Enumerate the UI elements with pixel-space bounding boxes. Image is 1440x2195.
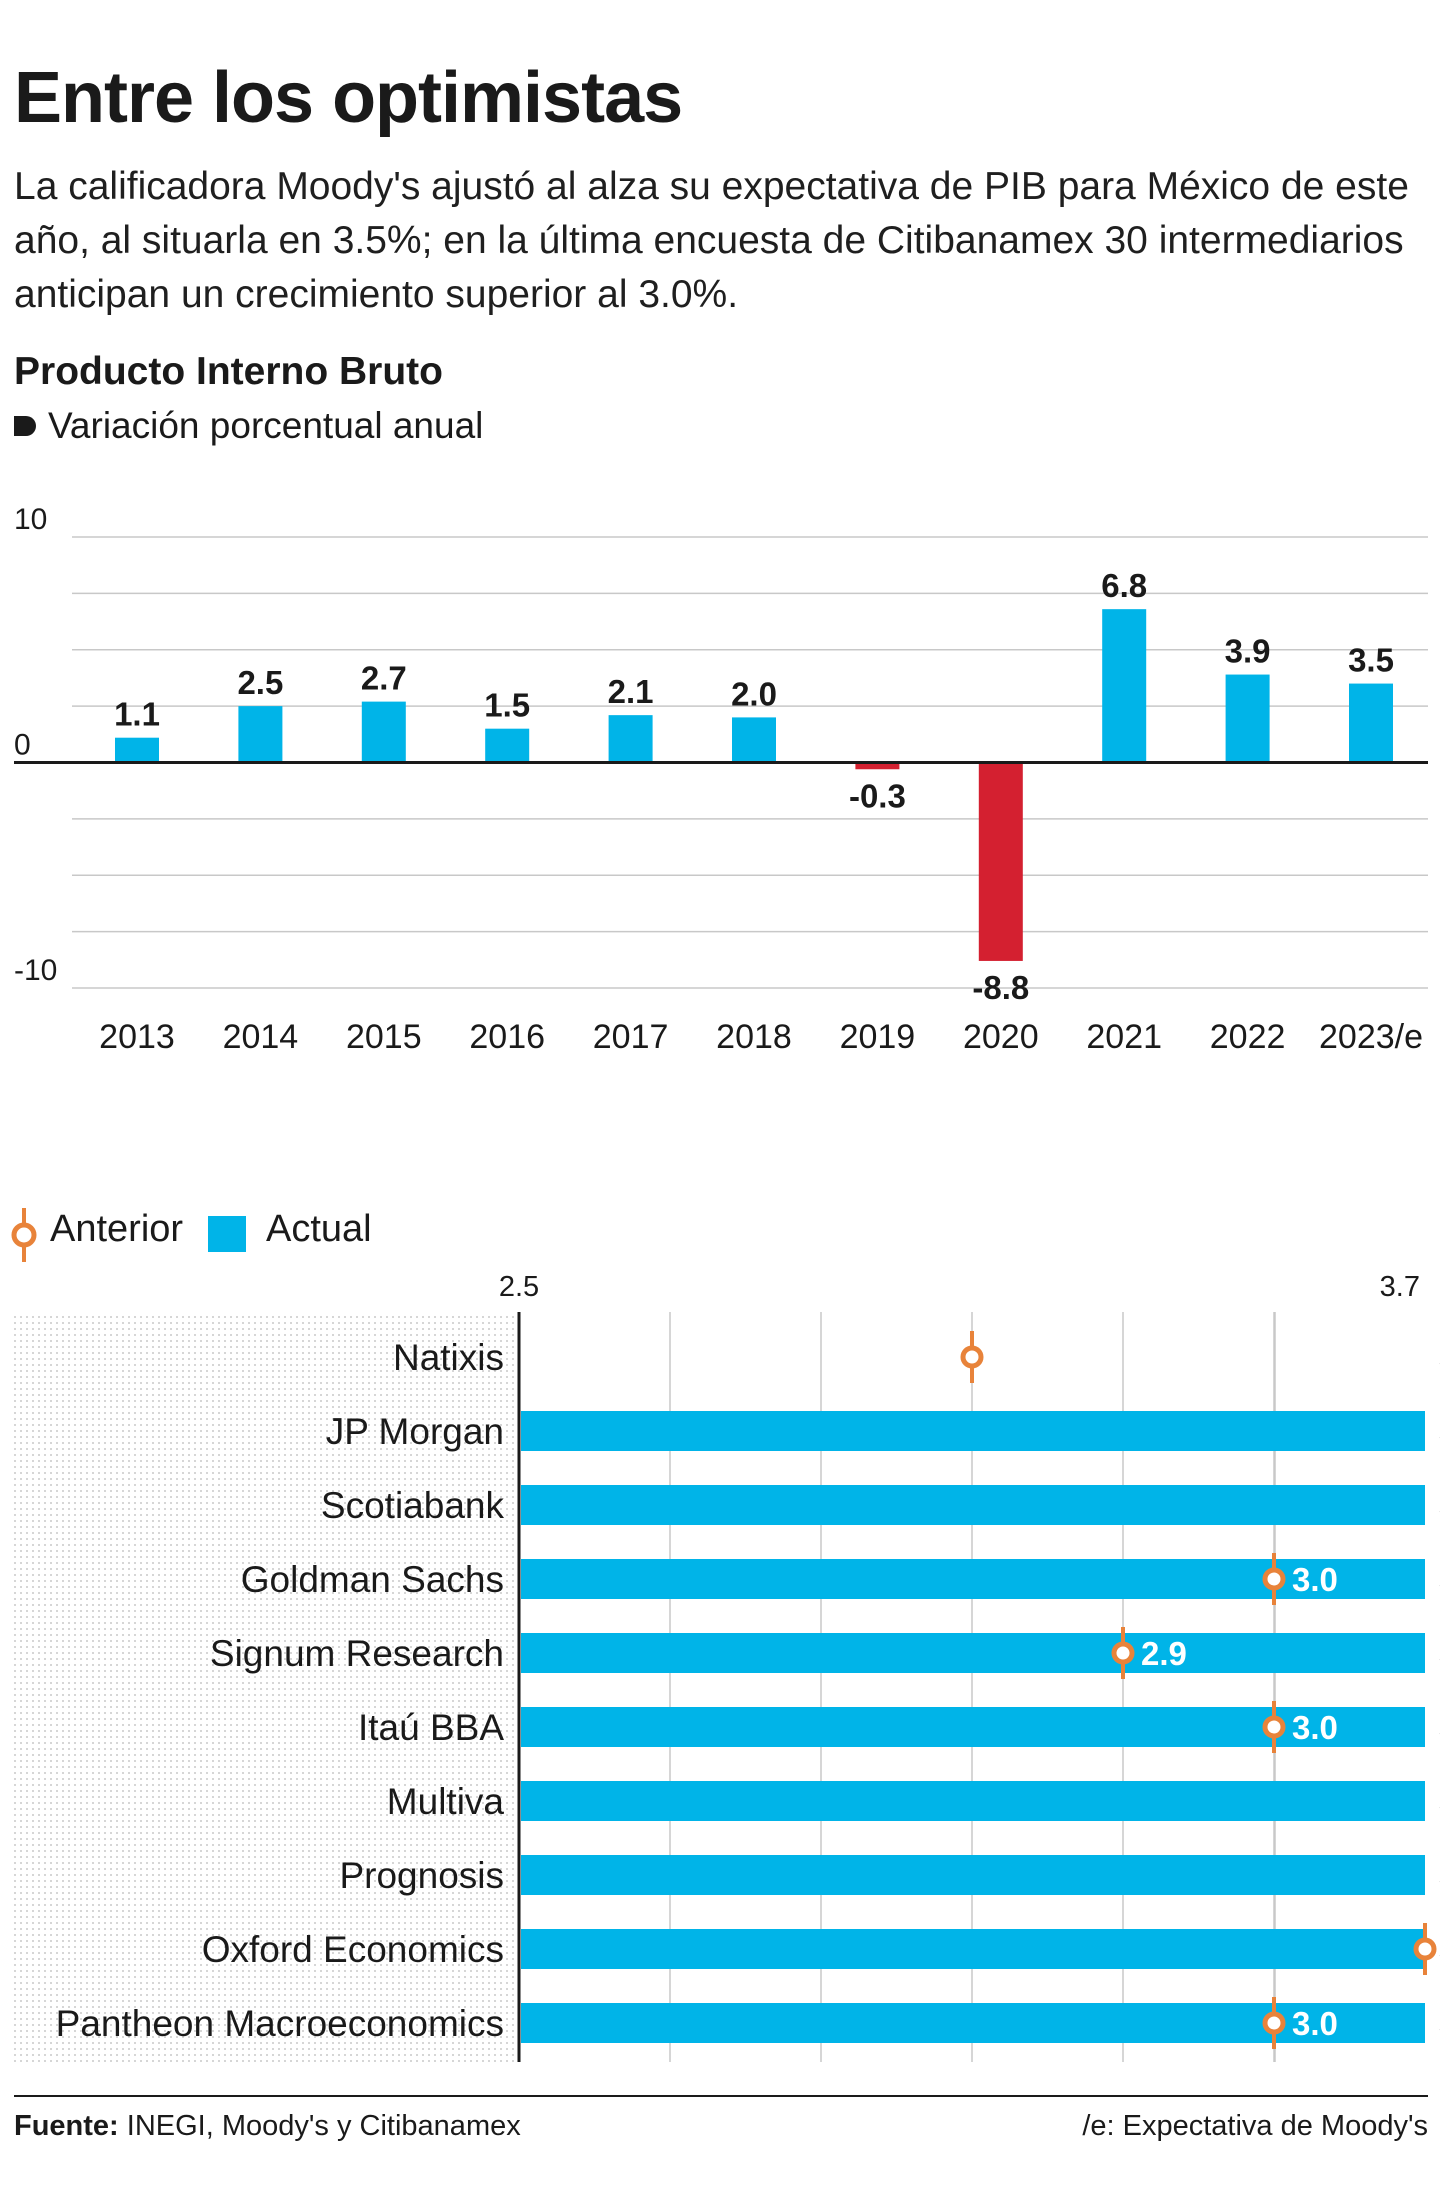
bar — [238, 706, 283, 763]
x-tick-label: 2022 — [1210, 1018, 1286, 1056]
x-tick-label: 2015 — [346, 1018, 422, 1056]
category-label: Itaú BBA — [358, 1707, 504, 1748]
bar — [732, 717, 776, 763]
data-label: 2.1 — [608, 673, 654, 710]
x-tick-label: 2017 — [593, 1018, 669, 1056]
source-text: INEGI, Moody's y Citibanamex — [118, 2110, 521, 2142]
x-tick-label: 2020 — [963, 1018, 1039, 1056]
previous-value-label: 3.0 — [1292, 1709, 1338, 1746]
actual-swatch-icon — [208, 1216, 246, 1252]
category-label: Pantheon Macroeconomics — [56, 2003, 504, 2044]
x-tick-label: 2016 — [469, 1018, 545, 1056]
bar — [1102, 609, 1147, 763]
data-label: 1.5 — [484, 687, 530, 724]
y-tick-label: 0 — [14, 729, 31, 762]
x-tick-label: 2018 — [716, 1018, 792, 1056]
data-label: 1.1 — [114, 696, 160, 733]
chart-legend-label: Variación porcentual anual — [48, 405, 484, 446]
data-label: 3.9 — [1225, 633, 1271, 670]
source-note: Fuente: INEGI, Moody's y Citibanamex — [14, 2110, 521, 2143]
legend-actual-label: Actual — [266, 1208, 372, 1250]
previous-marker — [1262, 2011, 1286, 2035]
bar — [521, 1781, 1425, 1821]
previous-value-label: 3.0 — [1292, 1561, 1338, 1598]
bar — [521, 1559, 1425, 1599]
x-tick-label: 2013 — [99, 1018, 175, 1056]
data-label: 2.5 — [237, 664, 283, 701]
anterior-marker-icon — [11, 1208, 37, 1262]
chart-legend: Variación porcentual anual — [14, 405, 483, 447]
category-label: Goldman Sachs — [241, 1559, 504, 1600]
footer-divider — [14, 2095, 1428, 2097]
bar — [115, 737, 159, 763]
category-label: Scotiabank — [321, 1485, 505, 1526]
data-label: -8.8 — [972, 969, 1029, 1006]
bar — [521, 2003, 1425, 2043]
x-tick-label: 2023/e — [1319, 1018, 1423, 1056]
data-label: 2.7 — [361, 660, 407, 697]
legend-marker-icon — [14, 416, 36, 436]
previous-value-label: 3.0 — [1292, 2005, 1338, 2042]
bar — [521, 1633, 1425, 1673]
page-subtitle: La calificadora Moody's ajustó al alza s… — [14, 165, 1409, 316]
source-label: Fuente: — [14, 2110, 119, 2142]
category-label: JP Morgan — [326, 1411, 504, 1452]
page-title: Entre los optimistas — [14, 58, 683, 138]
chart2-legend-icons — [11, 1208, 246, 1262]
estimate-note: /e: Expectativa de Moody's — [1082, 2110, 1428, 2142]
bar — [361, 701, 406, 763]
category-label: Prognosis — [339, 1855, 504, 1896]
bar — [608, 715, 653, 763]
bar — [1349, 683, 1393, 763]
gdp-bar-chart: 10 0 -10 1.1 2013 2.5 2014 2.7 2015 1.5 2016 2.1 201… — [14, 503, 1428, 1056]
previous-marker — [960, 1345, 984, 1369]
x-tick-label: 2014 — [223, 1018, 299, 1056]
bar — [855, 762, 900, 770]
legend-anterior-label: Anterior — [50, 1208, 184, 1250]
category-label: Oxford Economics — [202, 1929, 504, 1970]
previous-value-label: 2.9 — [1141, 1635, 1187, 1672]
label-panel-background — [14, 1312, 519, 2062]
bar — [521, 1485, 1425, 1525]
previous-marker — [1262, 1567, 1286, 1591]
bar — [978, 762, 1023, 961]
category-label: Signum Research — [210, 1633, 504, 1674]
bar — [521, 1929, 1425, 1969]
chart-title: Producto Interno Bruto — [14, 350, 443, 393]
x-tick-label: 2019 — [840, 1018, 916, 1056]
previous-marker — [1413, 1937, 1437, 1961]
bar — [521, 1855, 1425, 1895]
data-label: 2.0 — [731, 675, 777, 712]
category-label: Natixis — [393, 1337, 504, 1378]
previous-marker — [1262, 1715, 1286, 1739]
data-label: -0.3 — [849, 777, 906, 814]
bar — [521, 1411, 1425, 1451]
x-tick-label: 3.7 — [1380, 1271, 1420, 1303]
x-tick-label: 2.5 — [499, 1271, 539, 1303]
data-label: 6.8 — [1101, 567, 1147, 604]
bar — [1225, 674, 1270, 763]
previous-marker — [1111, 1641, 1135, 1665]
bar — [485, 728, 530, 763]
data-label: 3.5 — [1348, 642, 1394, 679]
y-tick-label: 10 — [14, 503, 47, 536]
y-tick-label: -10 — [14, 954, 57, 987]
bar — [521, 1707, 1425, 1747]
category-label: Multiva — [387, 1781, 505, 1822]
x-tick-label: 2021 — [1086, 1018, 1162, 1056]
